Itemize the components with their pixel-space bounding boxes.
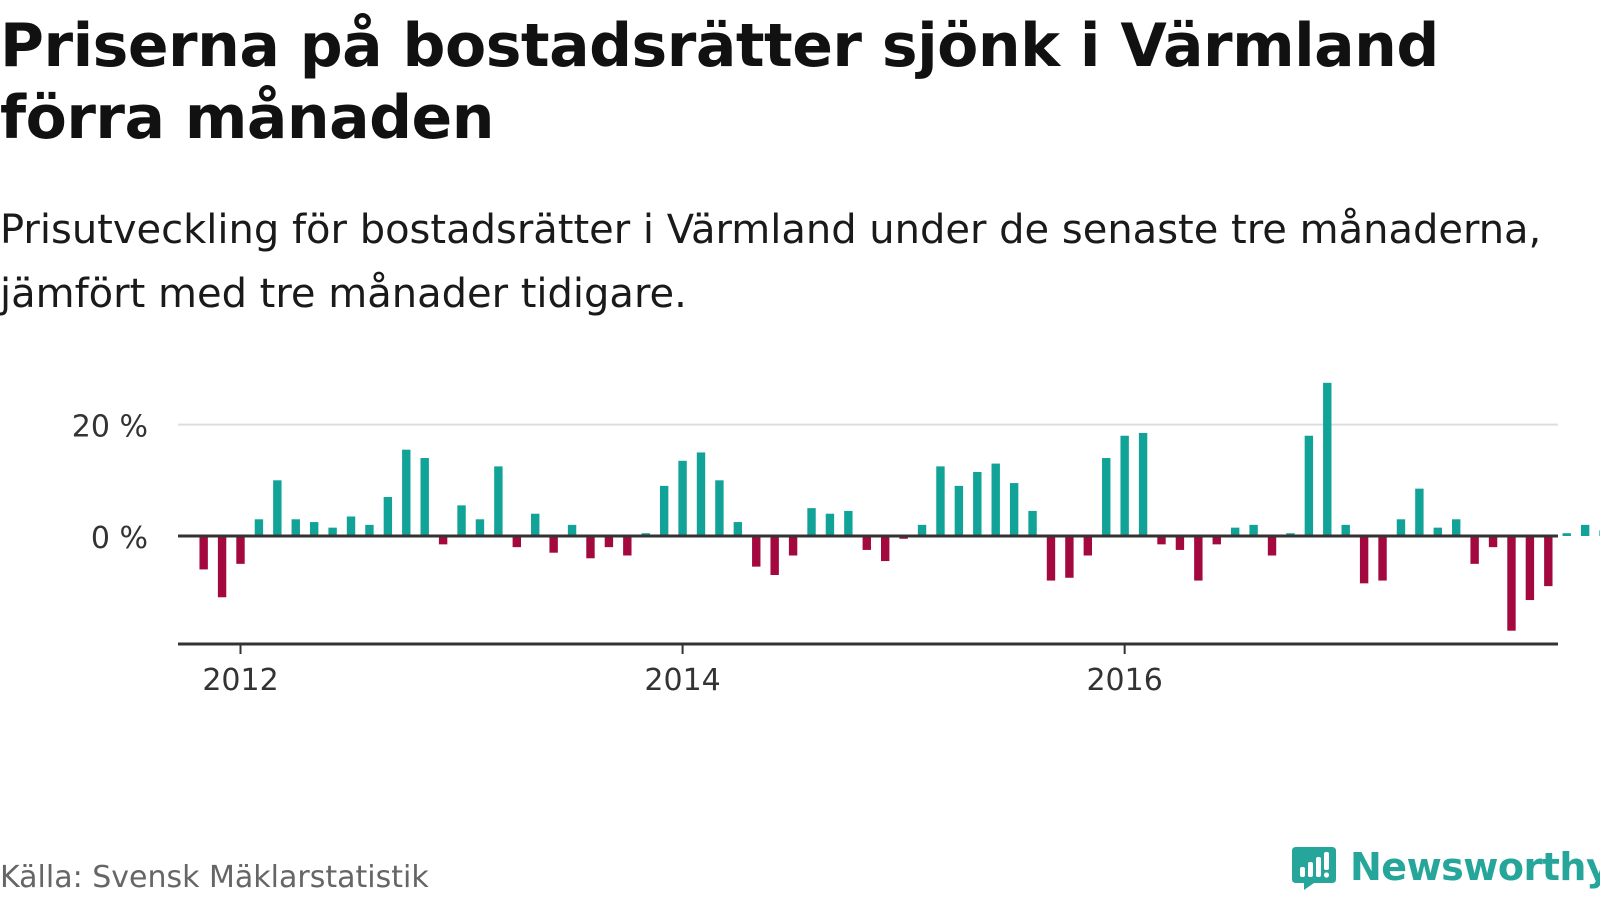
bar (991, 463, 1000, 536)
bar (586, 536, 595, 559)
bar (1323, 382, 1332, 536)
bar (623, 536, 632, 556)
bar (402, 449, 411, 536)
bar (1452, 519, 1461, 536)
bar (1102, 458, 1111, 536)
bar (807, 508, 816, 536)
bar (770, 536, 779, 575)
bar (438, 536, 448, 545)
bar (1488, 536, 1498, 548)
bar (494, 466, 503, 536)
x-tick-label: 2012 (202, 663, 278, 698)
bar (696, 452, 706, 536)
bar (217, 536, 227, 598)
bar (1249, 524, 1258, 536)
bar (365, 524, 374, 536)
bar (567, 524, 577, 536)
bar (328, 527, 337, 536)
bar (291, 519, 300, 536)
bar (678, 460, 687, 536)
x-tick-label: 2016 (1086, 663, 1162, 698)
bar (733, 522, 743, 536)
bar (1138, 432, 1148, 536)
bar (273, 480, 282, 536)
bar (1175, 536, 1185, 550)
bar (420, 458, 429, 536)
bar (715, 480, 724, 536)
bar (1433, 527, 1442, 536)
bar (383, 497, 393, 536)
y-tick-label: 0 % (91, 521, 148, 556)
source-note: Källa: Svensk Mäklarstatistik (0, 860, 429, 895)
brand-name: Newsworthy (1350, 845, 1600, 889)
bar (1396, 519, 1406, 536)
y-tick-label: 20 % (72, 410, 148, 445)
bar (346, 516, 356, 536)
bar (199, 536, 208, 570)
bar (1304, 435, 1314, 536)
bar (1470, 536, 1479, 564)
bar (457, 505, 466, 536)
bar (1415, 488, 1424, 536)
bar (973, 471, 982, 536)
bar (512, 536, 521, 548)
bar (309, 522, 319, 536)
bar (549, 536, 558, 553)
bar (1120, 435, 1129, 536)
bar (1562, 533, 1571, 536)
bar (531, 513, 540, 536)
bar (1157, 536, 1166, 545)
bar (1267, 536, 1277, 556)
bar (1046, 536, 1056, 581)
bar (1525, 536, 1535, 601)
bar (1028, 510, 1037, 536)
x-tick-label: 2014 (644, 663, 720, 698)
bar (1230, 527, 1240, 536)
bar (475, 519, 485, 536)
bar (1507, 536, 1516, 631)
bar (936, 466, 945, 536)
bar (1212, 536, 1221, 545)
bar (1359, 536, 1369, 584)
bar (1083, 536, 1093, 556)
bar (917, 524, 927, 536)
bar (1194, 536, 1203, 581)
chart-subtitle: Prisutveckling för bostadsrätter i Värml… (0, 207, 1542, 317)
bar (1580, 524, 1590, 536)
bar (954, 485, 964, 536)
bar (659, 485, 669, 536)
bar (844, 510, 853, 536)
bar (825, 513, 835, 536)
bar (1065, 536, 1074, 578)
brand-logo[interactable]: Newsworthy (1290, 843, 1600, 891)
bar (1544, 536, 1553, 587)
bar-chart: 20 %0 %201220142016201920212023−11 % (72, 382, 1600, 698)
bar (604, 536, 614, 548)
bar (1378, 536, 1387, 581)
bar (862, 536, 871, 550)
bar (236, 536, 245, 564)
bar (881, 536, 890, 562)
bar (1009, 483, 1019, 536)
bar (1341, 524, 1350, 536)
newsworthy-logo-icon (1292, 847, 1336, 890)
chart-title: Priserna på bostadsrätter sjönk i Värmla… (0, 11, 1439, 153)
bar (752, 536, 761, 567)
bar (254, 519, 264, 536)
bar (788, 536, 798, 556)
